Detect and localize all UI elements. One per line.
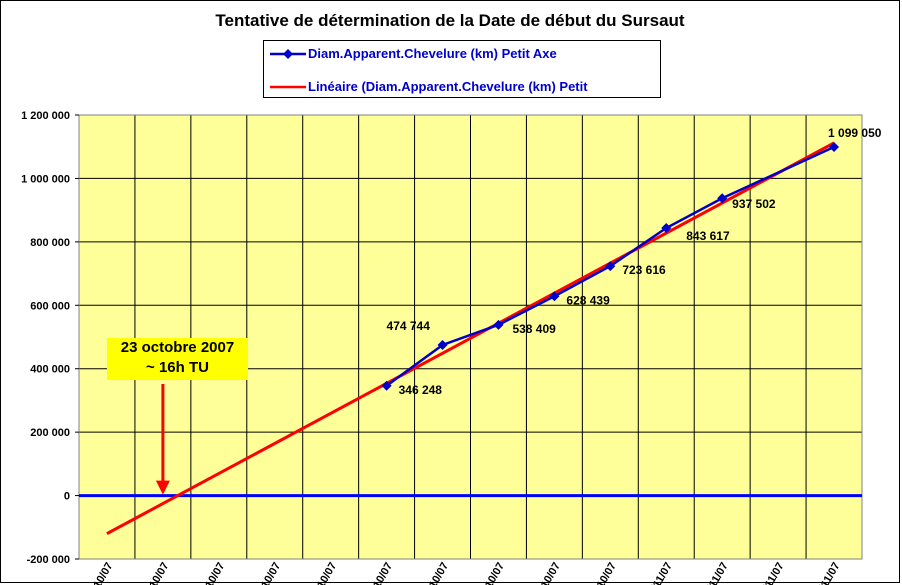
data-label: 346 248 <box>399 383 443 397</box>
data-point <box>717 193 728 204</box>
annotation-arrow <box>155 384 170 495</box>
data-point <box>661 223 672 234</box>
data-point <box>605 261 616 272</box>
legend-marker-series <box>270 49 306 59</box>
data-label: 474 744 <box>387 319 431 333</box>
legend-marker-trendline <box>270 85 306 89</box>
y-tick-label: 200 000 <box>30 427 70 439</box>
data-label: 937 502 <box>732 197 776 211</box>
annotation-line1: 23 octobre 2007 <box>120 339 235 356</box>
y-tick-label: 1 000 000 <box>21 173 70 185</box>
x-tick-label: 31/10/07 <box>587 561 619 585</box>
data-point <box>437 340 448 351</box>
y-tick-label: -200 000 <box>27 554 70 566</box>
data-label: 628 439 <box>566 293 610 307</box>
legend: Diam.Apparent.Chevelure (km) Petit Axe L… <box>263 40 661 98</box>
x-tick-label: 23/10/07 <box>140 561 172 585</box>
x-tick-label: 24/10/07 <box>196 561 228 585</box>
x-tick-label: 02/11/07 <box>699 561 731 585</box>
x-tick-label: 03/11/07 <box>755 561 787 585</box>
data-labels: 346 248 474 744 538 409 628 439 723 616 843 6… <box>387 126 882 397</box>
trendline <box>106 141 835 535</box>
data-point <box>493 319 504 330</box>
x-axis-ticks: 22/10/07 23/10/07 24/10/07 25/10/07 26/10/07… <box>84 561 843 585</box>
chart-title: Tentative de détermination de la Date de… <box>215 11 685 30</box>
y-axis-ticks: -200 000 0 200 000 400 000 600 000 800 000 1 0… <box>21 110 862 566</box>
annotation-callout: 23 octobre 2007 ~ 16h TU <box>107 338 248 380</box>
y-tick-label: 400 000 <box>30 364 70 376</box>
x-tick-label: 25/10/07 <box>252 561 284 585</box>
series-group <box>106 141 840 535</box>
legend-item-trendline: Linéaire (Diam.Apparent.Chevelure (km) P… <box>264 77 660 97</box>
arrow-head <box>155 480 170 495</box>
x-tick-label: 22/10/07 <box>84 561 116 585</box>
data-point <box>829 142 840 153</box>
x-tick-label: 27/10/07 <box>363 561 395 585</box>
legend-label-trendline: Linéaire (Diam.Apparent.Chevelure (km) P… <box>308 79 588 94</box>
data-label: 843 617 <box>686 229 730 243</box>
x-tick-label: 28/10/07 <box>419 561 451 585</box>
data-label: 1 099 050 <box>828 126 882 140</box>
legend-label-series: Diam.Apparent.Chevelure (km) Petit Axe <box>308 46 557 61</box>
x-tick-label: 26/10/07 <box>307 561 339 585</box>
x-tick-label: 04/11/07 <box>811 561 843 585</box>
y-tick-label: 800 000 <box>30 237 70 249</box>
series-line <box>385 145 835 387</box>
y-tick-label: 0 <box>64 491 70 503</box>
data-point <box>381 380 392 391</box>
x-tick-label: 01/11/07 <box>643 561 675 585</box>
data-label: 538 409 <box>512 322 556 336</box>
x-tick-label: 30/10/07 <box>531 561 563 585</box>
plot-border <box>78 114 863 560</box>
data-point <box>549 291 560 302</box>
legend-item-series: Diam.Apparent.Chevelure (km) Petit Axe <box>264 44 660 64</box>
data-label: 723 616 <box>622 263 666 277</box>
x-tick-label: 29/10/07 <box>475 561 507 585</box>
y-tick-label: 1 200 000 <box>21 110 70 122</box>
y-tick-label: 600 000 <box>30 300 70 312</box>
annotation-line2: ~ 16h TU <box>146 359 209 376</box>
